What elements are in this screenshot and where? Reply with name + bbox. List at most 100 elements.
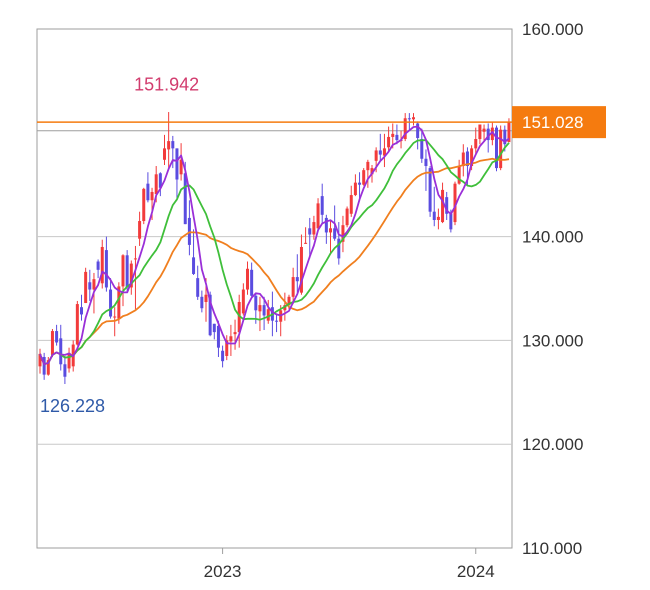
candle-body xyxy=(266,309,270,321)
candle-body xyxy=(92,279,96,290)
y-tick-label: 110.000 xyxy=(522,539,582,558)
candle-body xyxy=(163,148,166,160)
candle-body xyxy=(366,161,370,171)
y-tick-label: 160.000 xyxy=(522,20,583,39)
candle-body xyxy=(441,189,445,223)
candle-body xyxy=(262,305,266,316)
candle-body xyxy=(382,148,386,156)
candle-body xyxy=(221,350,225,362)
x-tick-label: 2024 xyxy=(457,562,495,581)
candle-body xyxy=(312,222,316,235)
candle-body xyxy=(246,268,249,290)
candle-body xyxy=(146,183,150,201)
candle-body xyxy=(374,150,378,161)
candle-body xyxy=(436,216,440,220)
candle-body xyxy=(133,258,137,260)
candle-body xyxy=(67,352,71,369)
candle-body xyxy=(258,305,262,312)
candle-body xyxy=(420,139,424,159)
candle-body xyxy=(84,271,88,304)
high-price-label: 151.942 xyxy=(134,75,199,95)
moving-average-line-long xyxy=(39,157,510,366)
candle-body xyxy=(465,151,469,167)
candle-body xyxy=(391,133,395,137)
candle-body xyxy=(445,197,449,214)
candle-body xyxy=(461,152,465,167)
candle-body xyxy=(109,289,113,317)
candle-body xyxy=(482,128,486,132)
candle-body xyxy=(362,170,366,185)
candle-body xyxy=(378,150,382,155)
current-price-badge xyxy=(512,106,606,139)
candle-body xyxy=(200,296,204,309)
candle-body xyxy=(291,277,295,297)
candle-body xyxy=(295,277,299,282)
candle-body xyxy=(486,128,490,141)
candle-body xyxy=(320,196,324,215)
candle-body xyxy=(196,278,200,297)
y-tick-label: 140.000 xyxy=(522,228,583,247)
candle-body xyxy=(349,195,353,214)
candle-body xyxy=(470,148,474,167)
candle-body xyxy=(453,183,457,223)
candle-body xyxy=(490,127,494,141)
candle-body xyxy=(167,141,171,150)
candle-body xyxy=(63,364,67,377)
grid-lines xyxy=(37,236,512,445)
candle-body xyxy=(333,228,337,239)
candle-body xyxy=(308,228,312,235)
candle-body xyxy=(250,269,254,296)
candle-body xyxy=(59,338,63,365)
candle-body xyxy=(50,331,54,355)
candle-body xyxy=(403,118,407,140)
moving-averages xyxy=(39,125,510,366)
candle-body xyxy=(38,353,42,367)
candle-body xyxy=(150,191,154,201)
candle-body xyxy=(407,118,411,120)
candle-body xyxy=(179,159,183,175)
candle-body xyxy=(204,294,208,302)
candle-body xyxy=(358,182,362,185)
candle-body xyxy=(229,336,233,342)
candles xyxy=(38,112,511,384)
current-price-text: 151.028 xyxy=(522,113,583,132)
candle-body xyxy=(121,255,125,287)
candle-body xyxy=(104,250,108,288)
moving-average-line-short xyxy=(39,125,510,366)
candle-body xyxy=(75,304,79,345)
candle-body xyxy=(287,296,291,306)
candle-body xyxy=(499,129,503,169)
current-price: 151.028 xyxy=(37,106,606,139)
candle-body xyxy=(216,325,220,348)
candle-body xyxy=(283,305,287,311)
candle-body xyxy=(495,127,498,169)
candle-body xyxy=(55,331,59,343)
candle-body xyxy=(416,123,420,138)
candle-body xyxy=(96,261,100,270)
candle-body xyxy=(237,301,241,333)
candle-body xyxy=(42,357,46,375)
candle-body xyxy=(316,203,320,229)
candle-body xyxy=(478,124,482,140)
candle-body xyxy=(345,208,349,226)
candle-body xyxy=(171,141,175,149)
y-tick-label: 130.000 xyxy=(522,331,583,350)
candle-body xyxy=(142,188,146,222)
candle-body xyxy=(304,242,308,244)
candle-body xyxy=(129,263,133,288)
candle-body xyxy=(449,213,453,230)
candle-body xyxy=(158,173,162,188)
candle-body xyxy=(457,166,461,184)
x-tick-label: 2023 xyxy=(204,562,242,581)
candle-body xyxy=(275,320,279,322)
candle-body xyxy=(395,134,399,141)
candle-body xyxy=(337,238,341,259)
candle-body xyxy=(387,136,391,148)
candle-body xyxy=(254,295,258,311)
candle-body xyxy=(474,139,478,149)
candle-body xyxy=(138,221,142,239)
candle-body xyxy=(46,360,50,375)
x-axis-ticks: 2023 2024 xyxy=(204,548,495,581)
candle-body xyxy=(113,316,117,318)
